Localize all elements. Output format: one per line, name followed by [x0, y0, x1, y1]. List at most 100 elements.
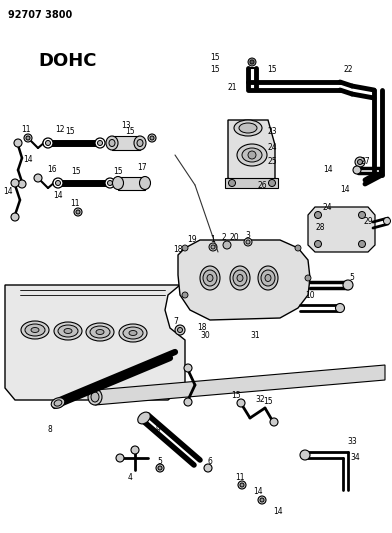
Text: 21: 21 — [227, 84, 237, 93]
Circle shape — [204, 464, 212, 472]
Circle shape — [131, 446, 139, 454]
Circle shape — [107, 181, 113, 185]
Circle shape — [116, 454, 124, 462]
Circle shape — [26, 136, 30, 140]
Text: 7: 7 — [174, 318, 178, 327]
Circle shape — [182, 245, 188, 251]
Text: 15: 15 — [65, 127, 75, 136]
Polygon shape — [5, 285, 185, 400]
Ellipse shape — [51, 398, 65, 408]
Text: 11: 11 — [21, 125, 31, 134]
Circle shape — [43, 139, 51, 147]
Ellipse shape — [90, 326, 110, 338]
Circle shape — [314, 240, 321, 247]
Polygon shape — [225, 178, 278, 188]
Text: 29: 29 — [363, 217, 373, 227]
Ellipse shape — [140, 176, 151, 190]
Text: 15: 15 — [125, 127, 135, 136]
Text: 31: 31 — [250, 330, 260, 340]
Ellipse shape — [203, 270, 217, 286]
Polygon shape — [112, 136, 140, 150]
Text: 5: 5 — [158, 457, 162, 466]
Circle shape — [11, 179, 19, 187]
Circle shape — [98, 141, 102, 146]
Ellipse shape — [230, 266, 250, 290]
Circle shape — [240, 483, 244, 487]
Polygon shape — [118, 177, 145, 190]
Ellipse shape — [54, 400, 62, 406]
Text: 22: 22 — [343, 66, 353, 75]
Ellipse shape — [91, 392, 99, 402]
Circle shape — [45, 141, 51, 146]
Ellipse shape — [113, 176, 123, 190]
Circle shape — [343, 280, 353, 290]
Circle shape — [355, 157, 365, 167]
Circle shape — [14, 139, 22, 147]
Text: 15: 15 — [210, 66, 220, 75]
Circle shape — [156, 464, 164, 472]
Ellipse shape — [234, 120, 262, 136]
Text: 1: 1 — [211, 236, 215, 245]
Text: 14: 14 — [53, 191, 63, 200]
Circle shape — [43, 138, 53, 148]
Ellipse shape — [258, 266, 278, 290]
Ellipse shape — [200, 266, 220, 290]
Circle shape — [305, 275, 311, 281]
Text: 15: 15 — [267, 66, 277, 75]
Text: DOHC: DOHC — [38, 52, 96, 70]
Text: 6: 6 — [207, 456, 212, 465]
Circle shape — [53, 179, 61, 187]
Ellipse shape — [123, 327, 143, 339]
Text: 33: 33 — [347, 438, 357, 447]
Text: 14: 14 — [273, 507, 283, 516]
Ellipse shape — [223, 241, 231, 249]
Circle shape — [74, 208, 82, 216]
Ellipse shape — [265, 274, 271, 281]
Text: 25: 25 — [267, 157, 277, 166]
Ellipse shape — [239, 123, 257, 133]
Text: 14: 14 — [340, 185, 350, 195]
Circle shape — [11, 213, 19, 221]
Ellipse shape — [96, 329, 104, 335]
Circle shape — [95, 138, 105, 148]
Ellipse shape — [109, 140, 115, 147]
Ellipse shape — [31, 327, 39, 333]
Ellipse shape — [246, 240, 250, 244]
Circle shape — [150, 136, 154, 140]
Ellipse shape — [137, 140, 143, 147]
Circle shape — [358, 159, 363, 165]
Ellipse shape — [54, 322, 82, 340]
Text: 34: 34 — [350, 454, 360, 463]
Circle shape — [34, 174, 42, 182]
Polygon shape — [95, 365, 385, 405]
Text: 3: 3 — [245, 230, 250, 239]
Circle shape — [56, 181, 60, 185]
Ellipse shape — [233, 270, 247, 286]
Ellipse shape — [248, 151, 256, 159]
Text: 20: 20 — [229, 233, 239, 243]
Circle shape — [178, 327, 183, 333]
Circle shape — [237, 399, 245, 407]
Ellipse shape — [209, 243, 217, 251]
Text: 14: 14 — [23, 156, 33, 165]
Circle shape — [250, 60, 254, 64]
Circle shape — [359, 212, 365, 219]
Circle shape — [314, 212, 321, 219]
Text: 19: 19 — [187, 236, 197, 245]
Circle shape — [269, 180, 276, 187]
Ellipse shape — [207, 274, 213, 281]
Circle shape — [76, 210, 80, 214]
Ellipse shape — [237, 144, 267, 166]
Polygon shape — [178, 240, 310, 320]
Circle shape — [24, 134, 32, 142]
Text: 14: 14 — [323, 166, 333, 174]
Ellipse shape — [242, 148, 262, 162]
Text: 24: 24 — [322, 204, 332, 213]
Circle shape — [359, 240, 365, 247]
Ellipse shape — [58, 325, 78, 337]
Ellipse shape — [106, 136, 118, 150]
Text: 92707 3800: 92707 3800 — [8, 10, 72, 20]
Text: 18: 18 — [197, 324, 207, 333]
Text: 11: 11 — [235, 472, 245, 481]
Text: 12: 12 — [55, 125, 65, 134]
